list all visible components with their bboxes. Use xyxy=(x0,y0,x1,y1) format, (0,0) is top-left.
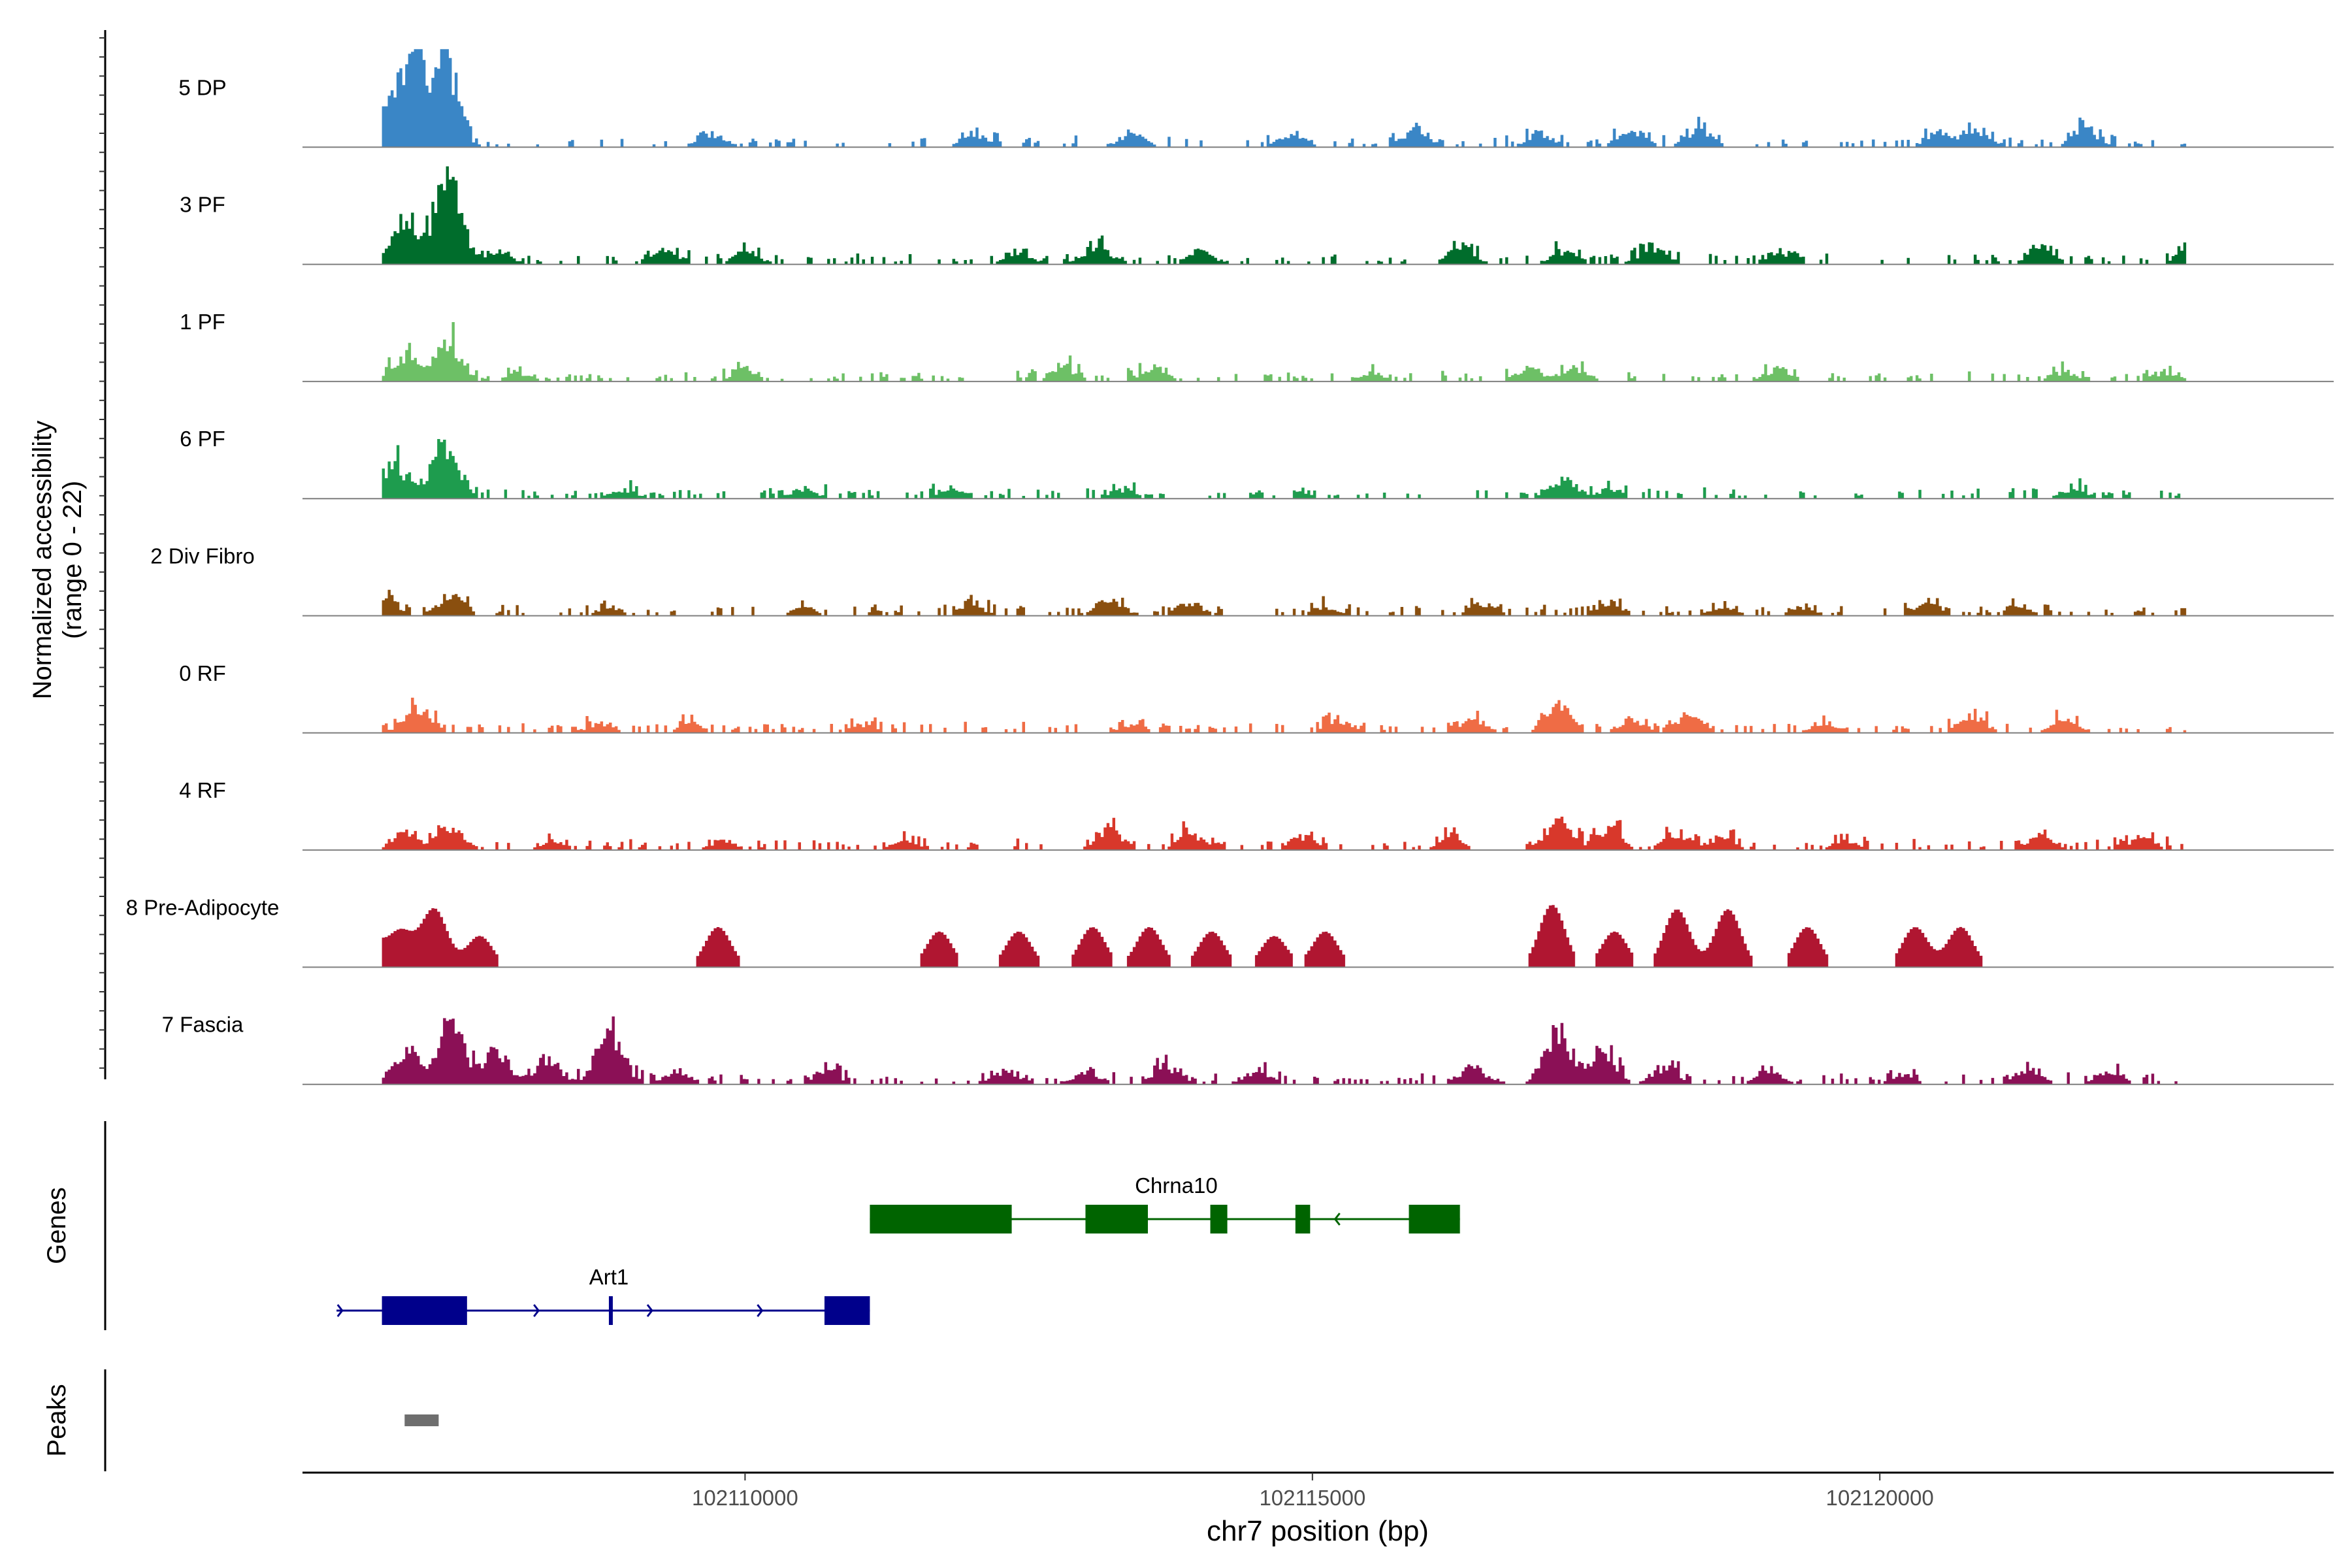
coverage-area xyxy=(382,439,2187,499)
coverage-area xyxy=(382,49,2187,148)
coverage-area xyxy=(382,817,2187,851)
gene-exon xyxy=(608,1296,613,1325)
strand-arrow xyxy=(757,1304,764,1317)
track-label: 6 PF xyxy=(180,427,225,451)
track-7: 8 Pre-Adipocyte xyxy=(126,895,2334,968)
coverage-area xyxy=(382,697,2187,733)
y-axis-title-line1: Normalized accessibility xyxy=(28,421,57,700)
gene-exon xyxy=(824,1296,870,1325)
gene-Art1: Art1 xyxy=(336,1265,870,1325)
peak-region xyxy=(404,1414,439,1426)
gene-Chrna10: Chrna10 xyxy=(870,1173,1460,1233)
track-4: 2 Div Fibro xyxy=(150,544,2334,617)
peaks-axis-title: Peaks xyxy=(42,1384,71,1456)
track-label: 3 PF xyxy=(180,193,225,217)
genes-axis-title: Genes xyxy=(42,1187,71,1264)
coverage-area xyxy=(382,1016,2187,1085)
track-label: 4 RF xyxy=(179,778,226,802)
x-tick-label: 102110000 xyxy=(692,1486,798,1510)
x-axis-title: chr7 position (bp) xyxy=(1207,1515,1429,1547)
track-1: 3 PF xyxy=(180,166,2334,265)
track-3: 6 PF xyxy=(180,427,2334,500)
gene-exon xyxy=(1409,1205,1460,1233)
gene-name-label: Art1 xyxy=(589,1265,629,1289)
track-label: 0 RF xyxy=(179,661,226,685)
gene-name-label: Chrna10 xyxy=(1135,1173,1218,1198)
track-6: 4 RF xyxy=(179,778,2334,851)
strand-arrow xyxy=(646,1304,653,1317)
coverage-area xyxy=(382,905,2187,968)
track-label: 8 Pre-Adipocyte xyxy=(126,895,280,919)
gene-annotation-track: Chrna10 Art1 xyxy=(336,1173,1460,1325)
strand-arrow xyxy=(533,1304,540,1317)
track-8: 7 Fascia xyxy=(162,1013,2334,1085)
track-label: 5 DP xyxy=(178,75,226,99)
track-2: 1 PF xyxy=(180,310,2334,382)
track-0: 5 DP xyxy=(178,49,2334,148)
gene-exon xyxy=(1085,1205,1148,1233)
coverage-area xyxy=(382,166,2187,265)
gene-exon xyxy=(870,1205,1012,1233)
strand-arrow xyxy=(336,1304,344,1317)
coverage-area xyxy=(382,589,2187,616)
y-axis-title-line2: (range 0 - 22) xyxy=(58,481,87,639)
x-tick-label: 102115000 xyxy=(1259,1486,1365,1510)
coverage-tracks: 5 DP 3 PF 1 PF 6 PF 2 Div Fibro 0 RF 4 RF 8 Pre… xyxy=(126,49,2334,1085)
track-5: 0 RF xyxy=(179,661,2334,734)
peak-track xyxy=(404,1414,439,1426)
x-tick-label: 102120000 xyxy=(1826,1486,1934,1510)
gene-exon xyxy=(1295,1205,1311,1233)
track-label: 7 Fascia xyxy=(162,1013,244,1037)
gene-exon xyxy=(1210,1205,1228,1233)
coverage-area xyxy=(382,322,2187,382)
gene-exon xyxy=(382,1296,467,1325)
x-axis-ticks: 102110000 102115000 102120000 xyxy=(692,1473,1934,1510)
coverage-y-ticks xyxy=(99,37,105,1069)
track-label: 2 Div Fibro xyxy=(150,544,255,568)
track-label: 1 PF xyxy=(180,310,225,334)
strand-arrow xyxy=(1333,1213,1341,1226)
